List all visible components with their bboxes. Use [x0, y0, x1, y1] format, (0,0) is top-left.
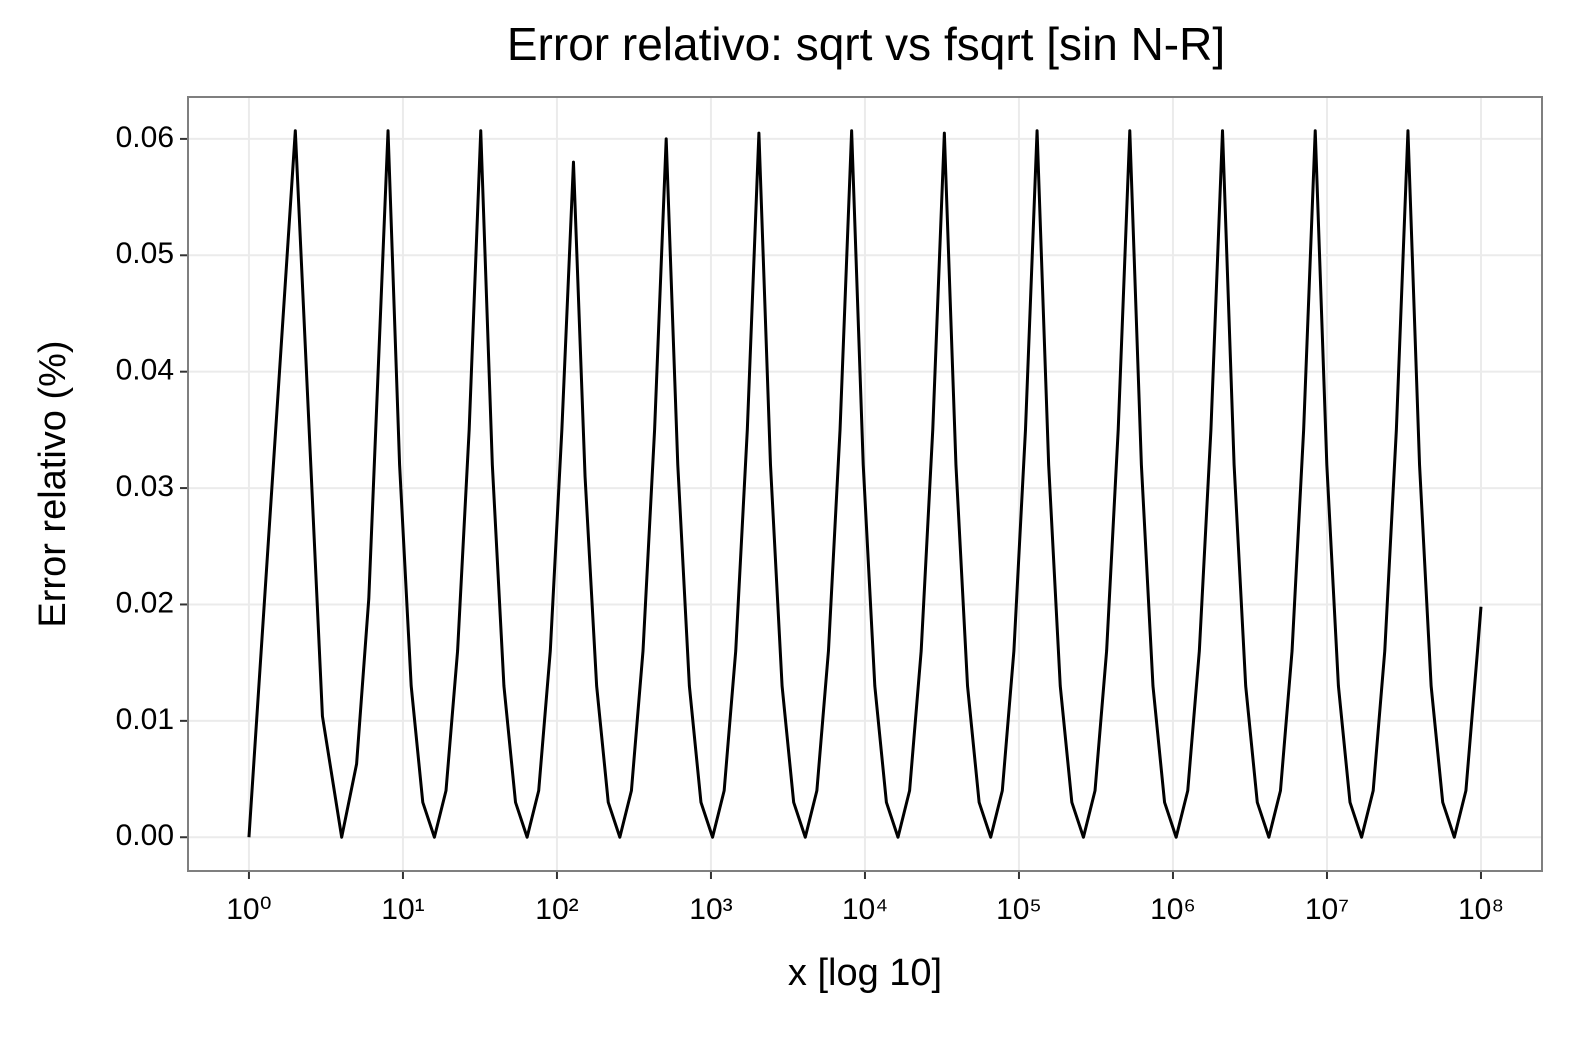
x-tick-label: 10⁶: [1150, 893, 1196, 926]
plot-border: [187, 96, 1543, 872]
x-tick-label: 10²: [535, 893, 578, 926]
y-tick-label: 0.06: [116, 121, 174, 154]
x-tick-label: 10⁰: [226, 893, 271, 926]
x-tick-label: 10³: [689, 893, 732, 926]
y-tick-label: 0.02: [116, 586, 174, 619]
x-tick-label: 10⁵: [996, 893, 1042, 926]
x-tick-label: 10⁴: [842, 893, 888, 926]
y-tick-label: 0.00: [116, 819, 174, 852]
chart-title: Error relativo: sqrt vs fsqrt [sin N-R]: [507, 18, 1225, 70]
y-tick-label: 0.05: [116, 237, 174, 270]
y-tick-label: 0.03: [116, 470, 174, 503]
x-tick-label: 10⁸: [1458, 893, 1504, 926]
y-tick-label: 0.04: [116, 354, 174, 387]
line-series: [247, 129, 1483, 839]
y-tick-label: 0.01: [116, 703, 174, 736]
x-axis-label: x [log 10]: [788, 952, 942, 994]
x-tick-label: 10¹: [381, 893, 424, 926]
y-axis-label: Error relativo (%): [32, 340, 74, 627]
x-tick-label: 10⁷: [1305, 893, 1349, 926]
